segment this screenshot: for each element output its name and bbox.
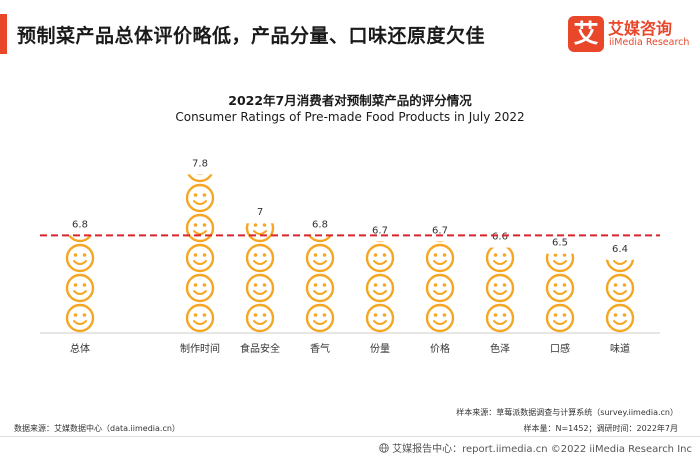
smiley-face-icon <box>365 303 395 333</box>
smiley-face-icon <box>185 273 215 303</box>
smiley-face-icon <box>605 273 635 303</box>
value-label-7: 6.6 <box>492 232 508 243</box>
smiley-face-icon <box>185 183 215 213</box>
smiley-face-icon <box>425 243 455 273</box>
data-source-note: 数据来源：艾媒数据中心（data.iimedia.cn） <box>14 424 180 433</box>
page-title: 预制菜产品总体评价略低，产品分量、口味还原度欠佳 <box>17 25 486 47</box>
smiley-face-icon <box>425 273 455 303</box>
smiley-face-icon <box>65 303 95 333</box>
logo-english-name: iiMedia Research <box>609 37 690 48</box>
smiley-face-icon <box>185 303 215 333</box>
smiley-face-icon <box>485 303 515 333</box>
smiley-face-icon <box>245 223 275 243</box>
sample-source-note: 样本来源：草莓派数据调查与计算系统（survey.iimedia.cn） <box>456 408 678 417</box>
smiley-face-icon <box>65 273 95 303</box>
smiley-face-icon <box>545 303 575 333</box>
category-label-1: 总体 <box>70 342 90 355</box>
smiley-face-icon <box>65 243 95 273</box>
bar-1 <box>65 235 95 333</box>
category-label-5: 份量 <box>370 343 390 355</box>
smiley-face-icon <box>545 273 575 303</box>
bar-3 <box>245 223 275 333</box>
smiley-face-icon <box>365 273 395 303</box>
bar-2 <box>185 174 215 333</box>
smiley-face-icon <box>605 303 635 333</box>
rating-chart: 6.8 总体 7.8 制作时间 7 食品安全 6.8 香气 6.7 份量 6.7 价格 6.6 色泽 6.5… <box>40 158 660 355</box>
smiley-face-icon <box>67 235 93 243</box>
value-label-2: 7.8 <box>192 158 208 169</box>
smiley-face-icon <box>485 273 515 303</box>
value-label-1: 6.8 <box>72 219 88 230</box>
category-label-8: 口感 <box>550 342 570 355</box>
value-label-3: 7 <box>257 207 263 218</box>
logo-chinese-name: 艾媒咨询 <box>608 19 673 38</box>
bar-8 <box>545 253 575 333</box>
iimedia-logo: 艾 艾媒咨询 iiMedia Research <box>568 12 690 58</box>
value-label-9: 6.4 <box>612 244 628 255</box>
smiley-face-icon <box>305 273 335 303</box>
smiley-face-icon <box>305 303 335 333</box>
footer-text: 艾媒报告中心：report.iimedia.cn ©2022 iiMedia R… <box>392 444 692 455</box>
value-label-8: 6.5 <box>552 238 568 249</box>
smiley-face-icon <box>307 235 333 243</box>
category-label-2: 制作时间 <box>180 342 220 355</box>
smiley-face-icon <box>365 243 395 273</box>
sample-size-note: 样本量：N=1452；调研时间：2022年7月 <box>523 424 679 433</box>
smiley-face-icon <box>245 303 275 333</box>
globe-icon <box>379 443 389 453</box>
smiley-face-icon <box>245 243 275 273</box>
bar-6 <box>425 241 455 333</box>
smiley-face-icon <box>187 174 213 183</box>
smiley-face-icon <box>185 213 215 243</box>
smiley-face-icon <box>185 243 215 273</box>
category-label-7: 色泽 <box>490 342 510 355</box>
footer: 艾媒报告中心：report.iimedia.cn ©2022 iiMedia R… <box>379 440 692 455</box>
value-label-4: 6.8 <box>312 219 328 230</box>
bar-4 <box>305 235 335 333</box>
smiley-face-icon <box>545 253 575 273</box>
smiley-face-icon <box>245 273 275 303</box>
smiley-face-icon <box>485 247 515 273</box>
footer-divider <box>0 436 700 437</box>
logo-mark-icon: 艾 <box>568 16 604 52</box>
chart-subtitle: Consumer Ratings of Pre-made Food Produc… <box>175 110 525 124</box>
smiley-face-icon <box>605 259 635 273</box>
bar-7 <box>485 247 515 333</box>
category-label-6: 价格 <box>430 342 450 355</box>
chart-title: 2022年7月消费者对预制菜产品的评分情况 <box>228 93 472 108</box>
value-label-5: 6.7 <box>372 226 388 237</box>
smiley-face-icon <box>425 303 455 333</box>
category-label-3: 食品安全 <box>240 342 280 355</box>
category-label-4: 香气 <box>310 342 330 355</box>
category-label-9: 味道 <box>610 342 630 355</box>
smiley-face-icon <box>305 243 335 273</box>
title-accent-bar <box>0 14 7 54</box>
bar-9 <box>605 259 635 333</box>
value-label-6: 6.7 <box>432 226 448 237</box>
bar-5 <box>365 241 395 333</box>
